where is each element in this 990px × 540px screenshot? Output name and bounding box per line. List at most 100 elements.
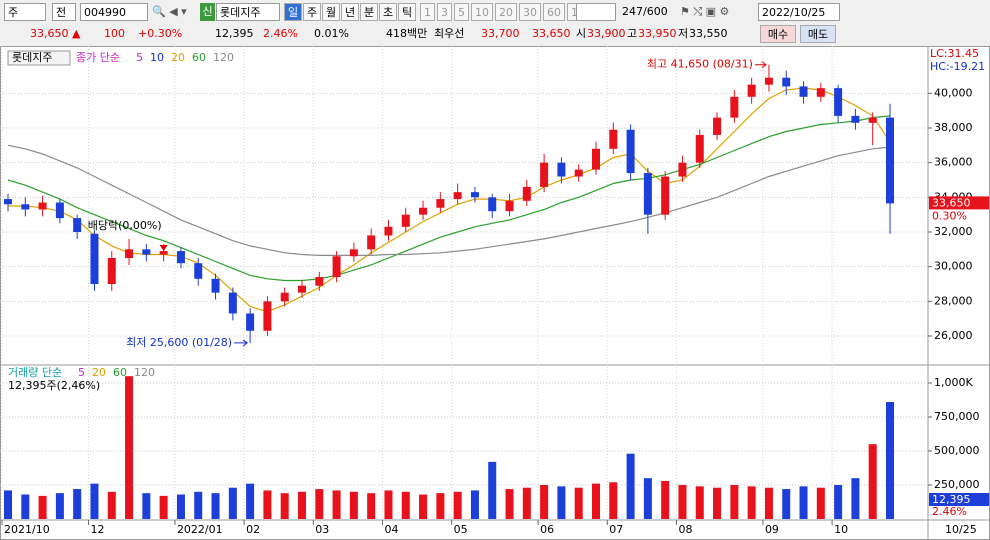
x-tick-label: 05 [454,523,468,536]
period-button[interactable]: 월 [322,3,340,21]
stock-name[interactable]: 롯데지주 [216,3,280,21]
candle-body [557,162,566,177]
volume-bar [730,484,739,519]
candle-body [834,88,843,116]
tool-icons[interactable]: ⚑ ⤭ ▣ ⚙ [680,5,730,18]
count-input[interactable] [576,3,616,21]
period-button[interactable]: 주 [303,3,321,21]
volume-bar [367,493,376,519]
open: 33,900 [587,27,626,40]
candle-body [401,214,410,227]
interval-button[interactable]: 60 [543,3,565,21]
amount: 418백만 [386,27,428,40]
volume-bar [38,495,47,519]
volume-bar [626,453,635,519]
dividend-annotation: 배당락(0,00%) [88,219,162,232]
volume-bar [228,487,237,519]
volume-bar [574,487,583,519]
candle-body [868,117,877,123]
candle-body [730,96,739,118]
volume-bar [834,484,843,519]
price-tag-label: 33,650 [932,196,971,209]
y-tick-label: 1,000K [934,376,973,389]
volume-bar [695,486,704,519]
volume: 12,395 [215,27,254,40]
price-tag-pct: 0.30% [932,209,967,222]
volume-bar [280,493,289,519]
sell-button[interactable]: 매도 [800,25,836,43]
volume-pct: 2.46% [263,27,298,40]
y-tick-label: 30,000 [934,260,973,273]
volume-bar [4,490,12,519]
low-label: 저 [678,27,689,40]
y-tick-label: 32,000 [934,225,973,238]
date-input[interactable]: 2022/10/25 [758,3,840,21]
legend-item: 20 [171,51,185,64]
legend-item: 5 [78,366,85,379]
candle-body [592,148,600,170]
chart: 26,00028,00030,00032,00034,00036,00038,0… [0,46,990,540]
legend-item: 종가 단순 [76,51,120,64]
dividend-marker [159,245,168,251]
x-tick-label: 07 [609,523,623,536]
candle-body [349,249,358,257]
y-tick-label: 40,000 [934,86,973,99]
count: 247/600 [622,5,668,18]
y-tick-label: 36,000 [934,156,973,169]
code-input[interactable]: 004990 [80,3,148,21]
candle-body [367,235,376,250]
arrow [754,61,767,69]
candle-body [332,256,341,278]
candle-body [298,285,306,293]
interval-button[interactable]: 10 [471,3,493,21]
candle-body [21,204,30,210]
volume-bar [73,489,82,519]
candle-body [851,115,860,123]
volume-bar [401,491,410,519]
volume-bar [851,478,860,519]
volume-bar [176,494,185,519]
period-button[interactable]: 초 [379,3,397,21]
volume-bar [55,493,64,519]
interval-button[interactable]: 20 [495,3,517,21]
interval-button[interactable]: 5 [454,3,469,21]
volume-bar [816,487,825,519]
candle-body [713,117,722,135]
volume-bar [505,489,514,519]
candle-body [574,169,583,177]
ma-line [7,115,891,282]
period-button[interactable]: 틱 [398,3,416,21]
buy-button[interactable]: 매수 [760,25,796,43]
candle-body [747,84,756,97]
legend-title: 롯데지주 [12,51,52,64]
candle-body [609,129,618,149]
period-button[interactable]: 년 [341,3,359,21]
period-button[interactable]: 일 [284,3,302,21]
x-tick-label: 03 [315,523,329,536]
legend-item: 120 [213,51,234,64]
badge: 신 [200,3,215,21]
legend-box [7,50,71,66]
scope-select[interactable]: 전 [52,3,76,21]
candle-body [73,218,82,232]
interval-button[interactable]: 30 [519,3,541,21]
volume-bar [246,483,255,519]
interval-button[interactable]: 3 [437,3,452,21]
open-label: 시 [576,27,587,40]
high-label: 고 [627,27,638,40]
volume-bar [90,483,99,519]
interval-button[interactable]: 1 [420,3,435,21]
legend-item: 거래량 단순 [8,366,62,379]
candle-body [419,207,428,215]
y-tick-label: 750,000 [934,410,980,423]
max-annotation: 최고 41,650 (08/31) [647,58,753,71]
period-button[interactable]: 분 [360,3,378,21]
market-select[interactable]: 주 [4,3,46,21]
candle-body [436,199,445,208]
volume-bar [263,490,272,519]
volume-subtitle: 12,395주(2,46%) [8,379,100,392]
volume-bar [194,491,203,519]
candle-body [176,251,185,264]
candle-body [678,162,687,177]
